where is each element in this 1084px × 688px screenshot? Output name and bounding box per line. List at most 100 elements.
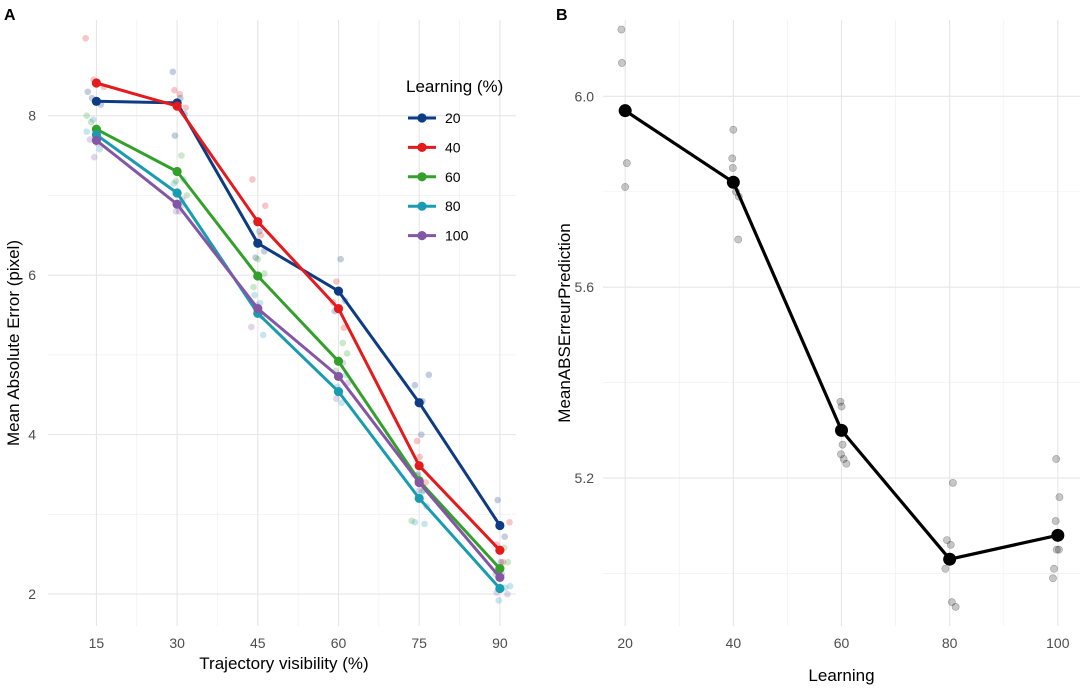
x-axis-title: Trajectory visibility (%) [199,654,368,673]
mean-point-100 [253,304,263,314]
raw-point-40 [249,176,256,183]
raw-point-80 [421,520,428,528]
raw-point-80 [89,116,97,123]
y-tick-label: 6 [28,267,36,283]
legend-key-point-100 [417,231,427,241]
raw-point-20 [169,68,177,76]
raw-point-80 [83,128,91,135]
raw-point [836,397,845,406]
raw-point-40 [176,90,184,98]
raw-point-40 [262,202,269,210]
raw-point-80 [170,180,178,187]
raw-point [838,440,847,449]
raw-point-20 [337,255,344,263]
raw-point-80 [495,597,503,604]
raw-point-100 [172,208,180,215]
mean-point-20 [333,286,344,296]
raw-point-20 [497,558,505,566]
raw-point [842,459,851,468]
raw-point-60 [172,177,180,185]
raw-point-20 [418,431,425,438]
mean-point-100 [333,371,344,382]
mean-point-40 [91,78,102,88]
mean-point-100 [91,135,102,146]
raw-point [734,235,743,244]
y-tick-label: 5.6 [575,279,595,295]
x-tick-label: 30 [169,635,185,651]
raw-point [728,154,737,163]
raw-point-40 [82,35,89,42]
mean-point-40 [414,461,424,471]
raw-point-80 [251,291,258,299]
raw-point-40 [506,519,513,526]
x-tick-label: 45 [250,635,266,651]
raw-point-20 [411,381,419,389]
raw-point [946,540,955,549]
raw-point-60 [339,339,347,347]
raw-point [621,183,630,191]
raw-point-100 [415,487,423,494]
raw-point-40 [257,231,265,239]
raw-point-60 [178,152,185,159]
y-tick-label: 2 [28,586,36,602]
mean-point [943,552,957,566]
raw-point [947,598,956,607]
mean-point [1051,528,1065,542]
panel-b-chart: 20 40 60 80 100 5.2 5.6 6.0 Learning MeanABSErreu… [555,20,1080,685]
legend-key-point-40 [417,142,427,152]
raw-point [1052,455,1061,463]
raw-point-20 [171,132,179,139]
mean-point-60 [172,166,182,177]
raw-point-20 [494,496,502,504]
mean-point-100 [172,199,182,209]
x-tick-label: 90 [492,635,508,651]
raw-point-20 [252,254,259,261]
mean-point [726,175,740,189]
raw-point-20 [425,371,433,379]
raw-point-60 [504,558,512,566]
raw-point-80 [259,331,267,339]
legend-title: Learning (%) [406,77,503,96]
raw-point [837,402,846,411]
legend-label-40: 40 [445,139,461,155]
mean-point-80 [414,493,424,504]
y-tick-label: 6.0 [575,88,595,104]
mean-point-60 [253,271,263,281]
legend-label-60: 60 [445,169,461,185]
raw-point-100 [504,590,511,598]
raw-point-80 [411,519,419,526]
mean-point-20 [414,398,424,408]
mean-point [618,104,632,118]
mean-point-20 [91,96,102,106]
raw-point [729,125,738,134]
x-tick-label: 75 [411,635,427,651]
raw-point-40 [499,558,507,566]
raw-point-40 [340,324,348,332]
panel-a-label: A [4,7,16,24]
y-tick-label: 5.2 [575,470,595,486]
raw-point [943,536,951,545]
x-axis-title: Learning [808,666,874,685]
raw-point-60 [183,192,191,199]
legend-label-100: 100 [445,228,469,244]
raw-point [618,59,626,67]
mean-point-80 [495,583,505,594]
mean-point-40 [172,101,182,111]
raw-point [1055,545,1063,554]
raw-point [949,478,957,487]
raw-point-40 [416,453,424,461]
raw-point [839,455,848,463]
raw-point-20 [84,88,92,96]
y-axis-title: MeanABSErreurPrediction [555,223,574,422]
legend-key-point-60 [417,172,427,182]
mean-point-20 [253,238,263,248]
raw-point [728,164,737,172]
series-line-100 [95,139,502,579]
raw-point [617,25,626,34]
legend-key-point-20 [417,113,427,123]
mean-point-100 [414,477,424,488]
raw-point [837,450,845,459]
raw-point [1049,574,1057,583]
raw-point-20 [501,533,509,540]
raw-point-80 [418,488,426,496]
